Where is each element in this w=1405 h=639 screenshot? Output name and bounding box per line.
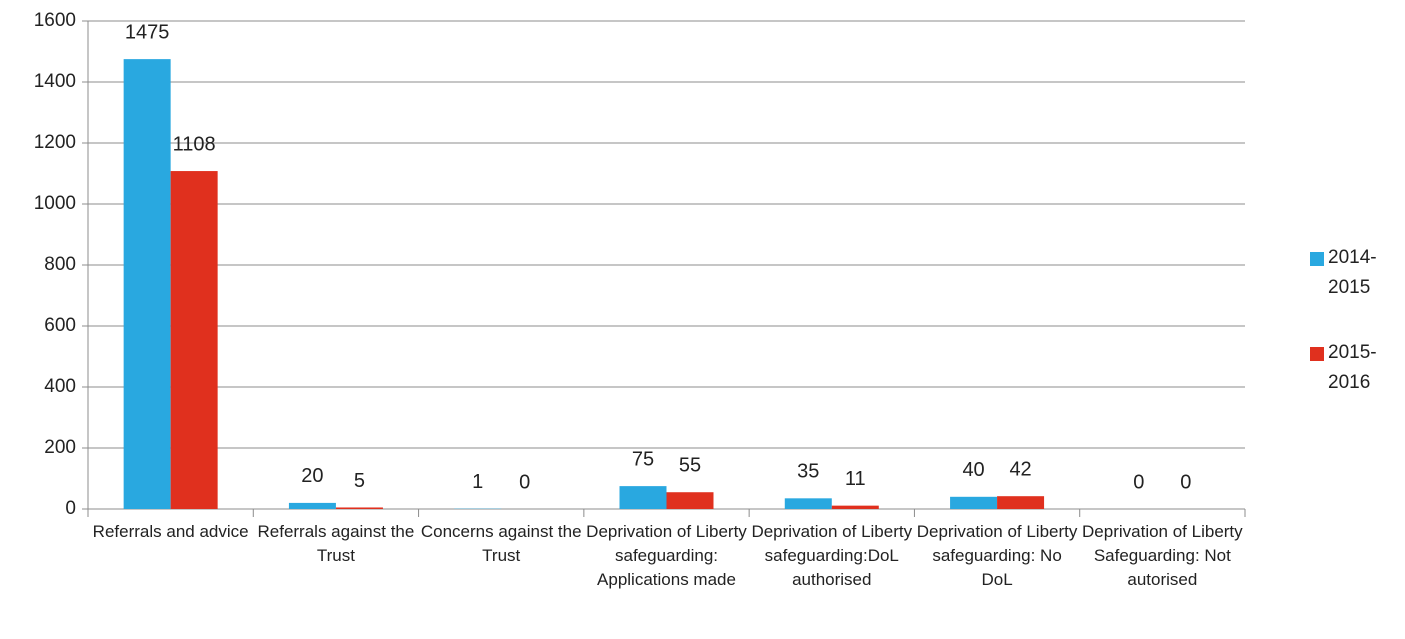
- legend-label: 2014-2015: [1328, 247, 1377, 298]
- value-label: 55: [679, 455, 701, 477]
- bar: [997, 496, 1045, 509]
- y-tick-label: 200: [44, 437, 76, 458]
- legend-swatch: [1310, 347, 1324, 361]
- value-label: 0: [519, 471, 530, 493]
- bar: [619, 486, 667, 509]
- x-tick-label: Deprivation of Liberty Safeguarding: Not…: [1082, 522, 1243, 589]
- x-tick-label: Referrals against the Trust: [257, 522, 415, 565]
- y-tick-label: 1000: [34, 193, 76, 214]
- value-label: 1108: [173, 133, 216, 155]
- x-tick-label: Concerns against the Trust: [420, 522, 582, 565]
- y-tick-label: 600: [44, 315, 76, 336]
- value-label: 20: [301, 465, 323, 487]
- y-tick-label: 400: [44, 376, 76, 397]
- bar: [666, 492, 714, 509]
- bar: [784, 498, 832, 509]
- value-label: 40: [962, 459, 984, 481]
- value-label: 11: [845, 468, 866, 490]
- value-label: 5: [354, 470, 365, 492]
- y-tick-label: 1200: [34, 132, 76, 153]
- value-label: 42: [1009, 458, 1031, 480]
- y-tick-label: 0: [65, 498, 76, 519]
- bar: [123, 59, 171, 509]
- bar: [288, 502, 336, 509]
- y-tick-label: 1600: [34, 10, 76, 31]
- y-tick-label: 800: [44, 254, 76, 275]
- y-tick-label: 1400: [34, 71, 76, 92]
- value-label: 0: [1133, 471, 1144, 493]
- legend-swatch: [1310, 252, 1324, 266]
- x-tick-label: Deprivation of Liberty safeguarding:DoL …: [751, 522, 913, 589]
- x-tick-label: Deprivation of Liberty safeguarding: No …: [916, 522, 1078, 589]
- legend-label: 2015-2016: [1328, 342, 1377, 393]
- value-label: 75: [632, 448, 654, 470]
- bar: [950, 496, 998, 509]
- x-tick-label: Referrals and advice: [92, 522, 249, 541]
- value-label: 35: [797, 461, 819, 483]
- value-label: 1475: [125, 21, 170, 43]
- value-label: 0: [1180, 471, 1191, 493]
- bar: [170, 171, 218, 509]
- value-label: 1: [472, 471, 483, 493]
- x-tick-label: Deprivation of Liberty safeguarding: App…: [586, 522, 747, 589]
- bar: [831, 505, 879, 509]
- bar: [335, 507, 383, 509]
